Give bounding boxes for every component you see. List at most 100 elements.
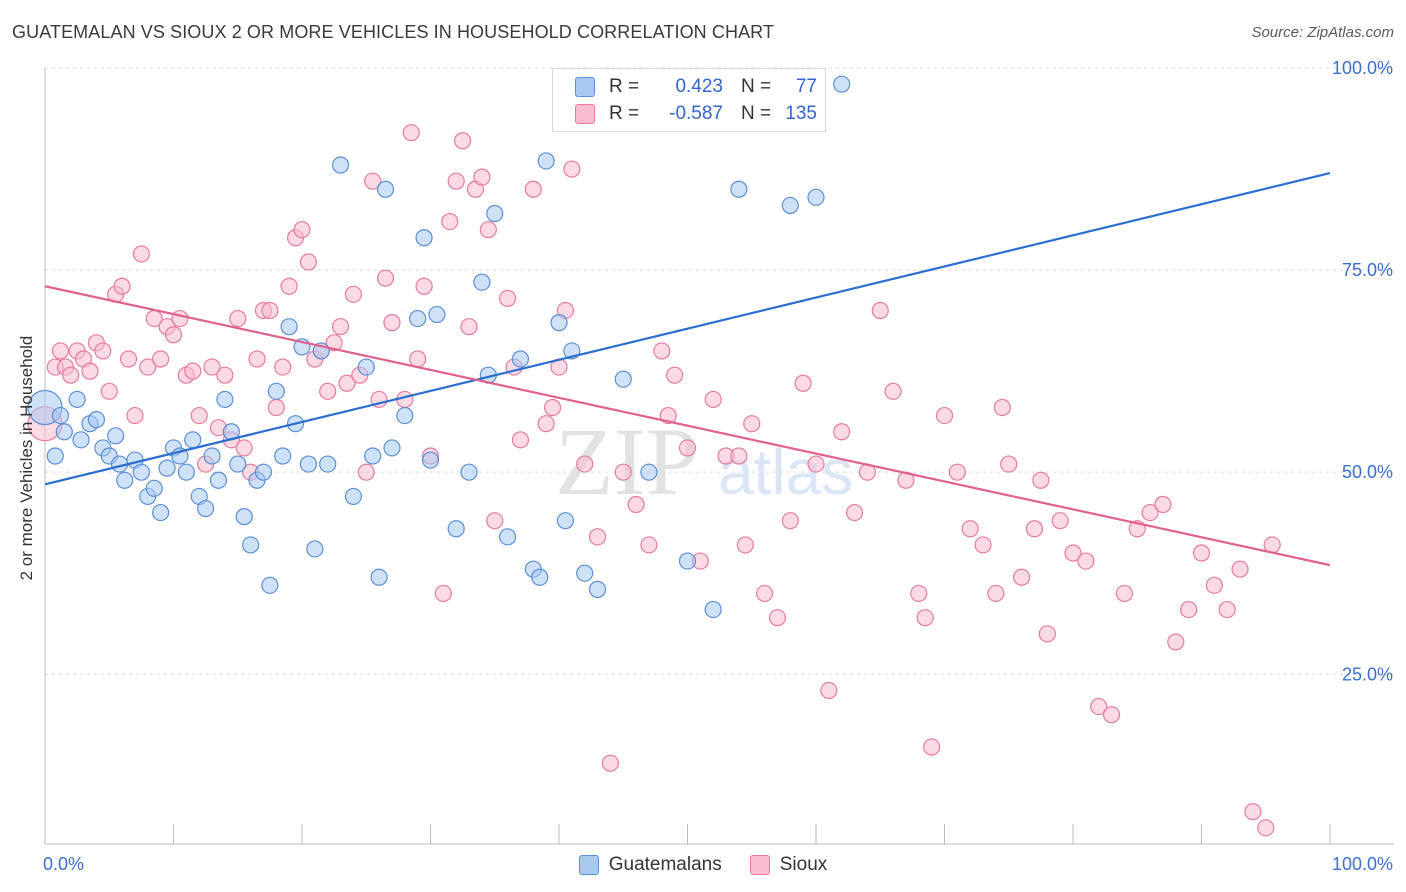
sioux-point (119, 350, 138, 368)
sioux-point (524, 180, 542, 198)
guatemalan-point (261, 576, 279, 594)
guatemalan-point (409, 309, 427, 328)
guatemalan-point (486, 204, 504, 223)
sioux-point (563, 160, 581, 178)
legend-swatch-blue (578, 855, 599, 875)
guatemalan-point (576, 564, 594, 582)
legend-item-sioux[interactable]: Sioux (749, 854, 828, 876)
sioux-point (274, 358, 292, 376)
legend-n-label: N = (741, 76, 772, 97)
sioux-point (1032, 471, 1050, 489)
guatemalan-point (274, 447, 292, 465)
guatemalan-point (267, 382, 285, 400)
sioux-point (678, 439, 697, 457)
sioux-point (993, 398, 1011, 417)
sioux-point (486, 512, 504, 530)
sioux-point (730, 447, 748, 465)
guatemalan-point (511, 350, 530, 368)
sioux-point (511, 431, 530, 449)
guatemalan-point (383, 439, 401, 457)
legend-swatch-pink (749, 855, 770, 875)
guatemalan-point (357, 358, 375, 376)
sioux-point (409, 350, 427, 368)
sioux-point (653, 342, 671, 360)
sioux-point (1257, 819, 1275, 837)
sioux-point (1000, 455, 1018, 473)
sioux-points (27, 124, 1281, 837)
sioux-point (357, 463, 375, 481)
sioux-point (460, 318, 478, 336)
sioux-point (704, 390, 722, 409)
sioux-point (910, 584, 928, 603)
guatemalan-point (203, 447, 221, 465)
guatemalan-point (473, 273, 491, 291)
legend-r-value: 0.423 (675, 76, 723, 97)
sioux-point (267, 398, 285, 417)
guatemalan-point (152, 503, 170, 522)
series-legend: Guatemalans Sioux (0, 852, 1406, 878)
legend-label-sioux: Sioux (779, 854, 828, 875)
sioux-point (1064, 544, 1082, 562)
sioux-point (1154, 495, 1172, 514)
sioux-point (820, 681, 838, 700)
sioux-point (576, 455, 594, 473)
guatemalan-point (299, 455, 318, 473)
guatemalan-point (396, 406, 414, 425)
sioux-point (1192, 544, 1211, 562)
sioux-point (293, 221, 311, 239)
sioux-point (319, 382, 337, 400)
sioux-point (588, 528, 607, 546)
axes (44, 68, 1394, 845)
sioux-point (203, 358, 221, 376)
sioux-point (447, 172, 465, 190)
guatemalan-point (447, 520, 465, 538)
sioux-point (884, 382, 902, 400)
guatemalan-point (376, 180, 395, 198)
guatemalan-point (550, 314, 568, 332)
guatemalan-point (319, 455, 337, 473)
sioux-point (627, 495, 645, 514)
sioux-point (331, 318, 350, 336)
guatemalan-point (254, 463, 273, 481)
guatemalan-point (614, 370, 632, 388)
sioux-point (100, 382, 118, 400)
sioux-point (935, 406, 954, 425)
guatemalan-point (87, 411, 106, 429)
guatemalan-point (55, 423, 73, 441)
sioux-trend-line (44, 285, 1331, 567)
sioux-point (132, 245, 150, 263)
trend-lines (44, 172, 1331, 567)
sioux-point (325, 334, 343, 352)
sioux-point (415, 277, 433, 295)
sioux-point (190, 406, 208, 425)
guatemalan-point (229, 455, 247, 473)
guatemalan-point (428, 305, 446, 324)
guatemalan-point (280, 318, 298, 336)
sioux-point (248, 350, 266, 368)
guatemalan-point (537, 152, 555, 170)
guatemalan-point (781, 196, 799, 215)
legend-item-guatemalans[interactable]: Guatemalans (578, 854, 722, 876)
sioux-point (364, 172, 382, 190)
sioux-point (794, 374, 812, 392)
sioux-point (1115, 584, 1134, 603)
legend-r-label: R = (609, 76, 640, 97)
guatemalan-point (68, 390, 86, 409)
sioux-point (216, 366, 234, 384)
sioux-point (126, 406, 144, 425)
guatemalan-point (197, 499, 215, 518)
sioux-point (152, 350, 170, 368)
sioux-point (601, 754, 620, 772)
guatemalan-point (184, 431, 202, 449)
sioux-point (614, 463, 632, 481)
sioux-point (916, 609, 934, 627)
sioux-point (229, 309, 247, 328)
guatemalan-point (216, 390, 234, 409)
sioux-point (948, 463, 966, 481)
sioux-point (299, 253, 318, 271)
sioux-point (961, 520, 979, 538)
legend-r-label: R = (609, 103, 640, 124)
sioux-point (1090, 697, 1108, 716)
sioux-point (376, 269, 395, 287)
